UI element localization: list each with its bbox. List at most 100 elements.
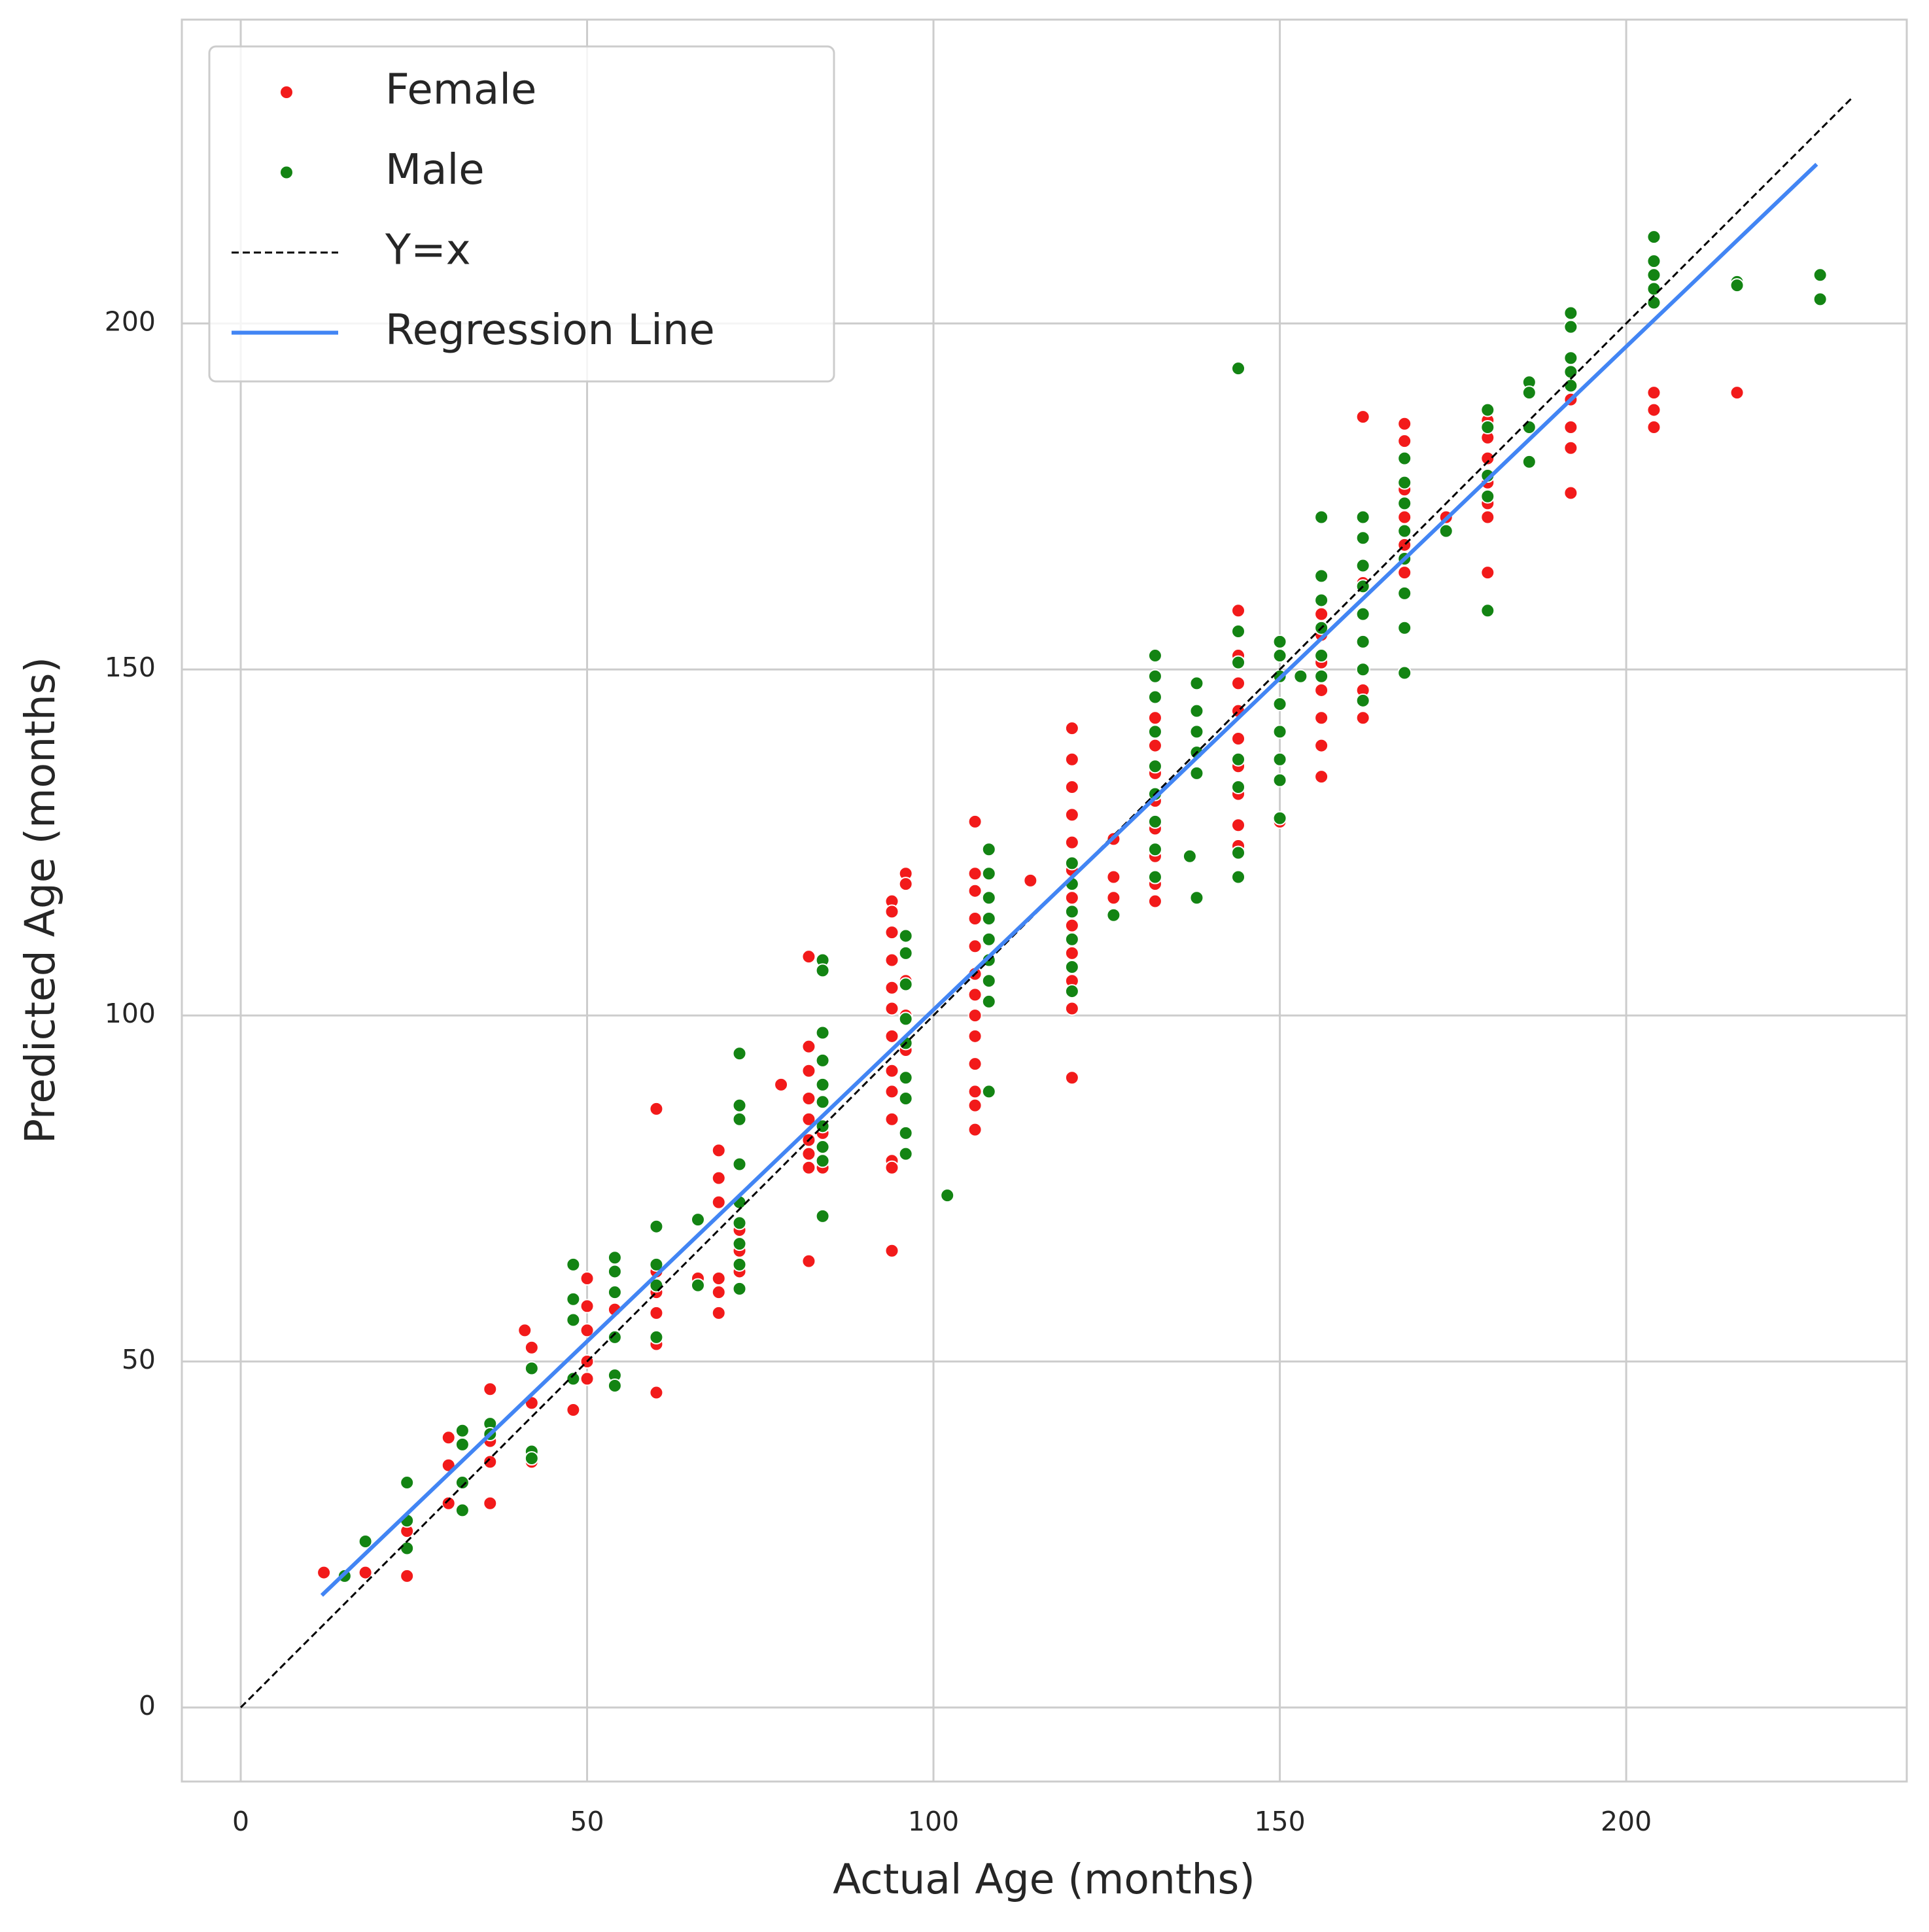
x-axis-label: Actual Age (months) [833,1855,1255,1903]
scatter-point [884,1001,899,1016]
scatter-point [1397,565,1412,580]
scatter-point [1231,655,1246,670]
scatter-point [649,1219,664,1234]
scatter-point [1563,420,1578,435]
scatter-point [815,1140,830,1155]
scatter-point [1480,510,1495,525]
scatter-point [1106,869,1121,885]
scatter-point [732,1257,747,1272]
grid [182,20,1907,1782]
scatter-point [898,928,913,943]
scatter-point [1480,420,1495,435]
scatter-point [898,1146,913,1161]
scatter-point [566,1402,581,1417]
scatter-point [1064,721,1079,736]
scatter-point [732,1216,747,1231]
scatter-point [690,1278,705,1293]
scatter-point [1397,475,1412,490]
scatter-point [1480,565,1495,580]
scatter-point [1521,454,1537,469]
scatter-point [1355,711,1370,726]
scatter-point [1231,752,1246,767]
scatter-point [1397,416,1412,431]
scatter-point [1064,918,1079,933]
scatter-point [524,1340,539,1355]
scatter-point [1231,818,1246,833]
scatter-point [566,1257,581,1272]
scatter-point [1314,510,1329,525]
scatter-point [801,1112,816,1127]
scatter-point [1147,648,1162,663]
y-tick-label: 0 [139,1690,156,1721]
scatter-point [801,1160,816,1175]
scatter-point [711,1271,726,1286]
ticks: 0 50 100 150 200 0 50 100 150 200 [105,306,1652,1837]
scatter-point [1106,890,1121,905]
scatter-point [884,1063,899,1078]
plot-frame [181,18,1908,1783]
scatter-point [1147,814,1162,829]
scatter-point [884,1028,899,1044]
scatter-point [649,1329,664,1344]
scatter-point [1147,842,1162,857]
scatter-point [483,1496,498,1511]
scatter-point [1064,807,1079,822]
scatter-point [1189,724,1204,739]
scatter-point [400,1568,415,1583]
scatter-point [566,1312,581,1327]
scatter-point [1563,306,1578,321]
scatter-point [1521,420,1537,435]
scatter-point [1147,894,1162,909]
scatter-point [607,1329,622,1344]
scatter-point [1646,254,1661,269]
scatter-point [1064,752,1079,767]
scatter-point [981,842,996,857]
scatter-point [1231,869,1246,885]
scatter-point [1646,295,1661,310]
scatter-point [580,1371,595,1386]
scatter-point [1314,648,1329,663]
scatter-point [455,1423,470,1438]
scatter-point [455,1437,470,1452]
scatter-point [1231,731,1246,746]
scatter-point [981,911,996,926]
x-tick-label: 50 [570,1806,604,1837]
scatter-point [1231,845,1246,860]
scatter-point [358,1534,373,1549]
scatter-point [732,1112,747,1127]
scatter-point [898,977,913,992]
legend-label: Y=x [385,226,471,275]
scatter-point [1646,385,1661,400]
scatter-point [967,987,982,1002]
scatter-point [1355,634,1370,649]
scatter-point [1314,738,1329,753]
scatter-point [981,890,996,905]
scatter-point [1064,835,1079,850]
scatter-point [1314,682,1329,697]
scatter-point [1355,531,1370,546]
scatter-point [815,1208,830,1223]
scatter-point [1272,811,1287,826]
scatter-point [815,1025,830,1040]
scatter-point [801,1254,816,1269]
scatter-point [1272,752,1287,767]
scatter-point [711,1195,726,1210]
scatter-point [967,1057,982,1072]
scatter-point [1231,603,1246,618]
scatter-point [898,1091,913,1106]
scatter-point [967,866,982,881]
y-tick-label: 150 [105,652,156,683]
scatter-point [580,1271,595,1286]
scatter-point [815,963,830,978]
legend-label: Female [385,66,536,114]
scatter-point [967,1122,982,1137]
scatter-point [1314,593,1329,608]
scatter-point [967,1028,982,1044]
scatter-point [981,1084,996,1099]
scatter-point [1397,510,1412,525]
scatter-point [1189,676,1204,691]
scatter-point [1480,402,1495,417]
scatter-point [1293,669,1308,684]
scatter-point [1064,1001,1079,1016]
scatter-point [607,1250,622,1265]
